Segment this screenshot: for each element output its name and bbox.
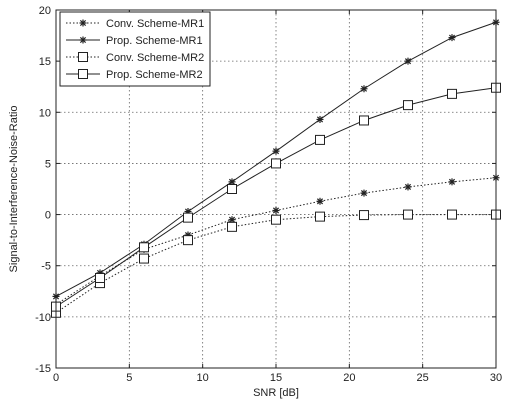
data-point xyxy=(139,253,149,264)
legend-marker xyxy=(78,69,88,79)
legend-entry: Conv. Scheme-MR2 xyxy=(66,52,204,64)
y-tick-label: -5 xyxy=(41,261,51,273)
x-tick-label: 5 xyxy=(126,372,132,384)
data-point xyxy=(316,115,324,123)
y-tick-label: 0 xyxy=(45,210,51,222)
y-tick-label: 10 xyxy=(39,107,51,119)
data-point xyxy=(227,221,237,232)
plot-frame xyxy=(55,9,497,369)
data-point xyxy=(95,272,105,283)
series-4 xyxy=(51,82,501,312)
data-point xyxy=(183,212,193,223)
data-point xyxy=(271,214,281,225)
legend-marker xyxy=(78,52,88,62)
legend-entry: Prop. Scheme-MR2 xyxy=(66,69,203,81)
x-tick-label: 30 xyxy=(490,372,502,384)
legend-label: Conv. Scheme-MR2 xyxy=(106,52,204,64)
data-point xyxy=(272,147,280,155)
data-point xyxy=(228,178,236,186)
data-point xyxy=(448,178,456,186)
data-point xyxy=(315,134,325,145)
x-tick-label: 10 xyxy=(197,372,209,384)
data-point xyxy=(360,189,368,197)
x-tick-label: 20 xyxy=(343,372,355,384)
legend-marker xyxy=(79,19,87,27)
legend-label: Conv. Scheme-MR1 xyxy=(106,18,204,30)
data-point xyxy=(271,158,281,169)
series-line xyxy=(55,177,497,306)
series-line xyxy=(55,87,497,308)
data-point xyxy=(272,206,280,214)
data-point xyxy=(227,184,237,194)
y-tick-label: 15 xyxy=(39,56,51,68)
y-tick-label: -10 xyxy=(35,312,51,324)
data-point xyxy=(448,34,456,42)
data-point xyxy=(447,88,457,99)
data-point xyxy=(228,216,236,224)
y-tick-label: -15 xyxy=(35,363,51,375)
data-point xyxy=(183,235,193,246)
data-point xyxy=(139,242,149,253)
data-point xyxy=(359,115,369,126)
x-tick-label: 0 xyxy=(53,372,59,384)
data-point xyxy=(316,197,324,205)
data-point xyxy=(360,85,368,93)
data-point xyxy=(403,100,413,111)
y-axis-label: Signal-to-Interference-Noise-Ratio xyxy=(8,106,20,273)
legend-entry: Prop. Scheme-MR1 xyxy=(66,35,203,47)
x-tick-label: 25 xyxy=(417,372,429,384)
data-point xyxy=(404,57,412,65)
data-point xyxy=(447,209,457,220)
x-tick-label: 15 xyxy=(270,372,282,384)
axis-ticks: 0 5 10 15 20 25 30 -15 -10 -5 0 5 10 15 20 xyxy=(35,5,502,384)
data-point xyxy=(404,183,412,191)
legend-marker xyxy=(79,36,87,44)
legend-label: Prop. Scheme-MR2 xyxy=(106,69,203,81)
legend: Conv. Scheme-MR1 Prop. Scheme-MR1 Conv. Sc… xyxy=(59,11,211,87)
data-point xyxy=(403,209,413,220)
legend-label: Prop. Scheme-MR1 xyxy=(106,35,203,47)
data-point xyxy=(359,210,369,221)
series-2 xyxy=(52,18,500,300)
x-axis-label: SNR [dB] xyxy=(253,387,299,399)
legend-entry: Conv. Scheme-MR1 xyxy=(66,18,204,30)
data-point xyxy=(315,211,325,222)
y-tick-label: 5 xyxy=(45,158,51,170)
y-tick-label: 20 xyxy=(39,5,51,17)
